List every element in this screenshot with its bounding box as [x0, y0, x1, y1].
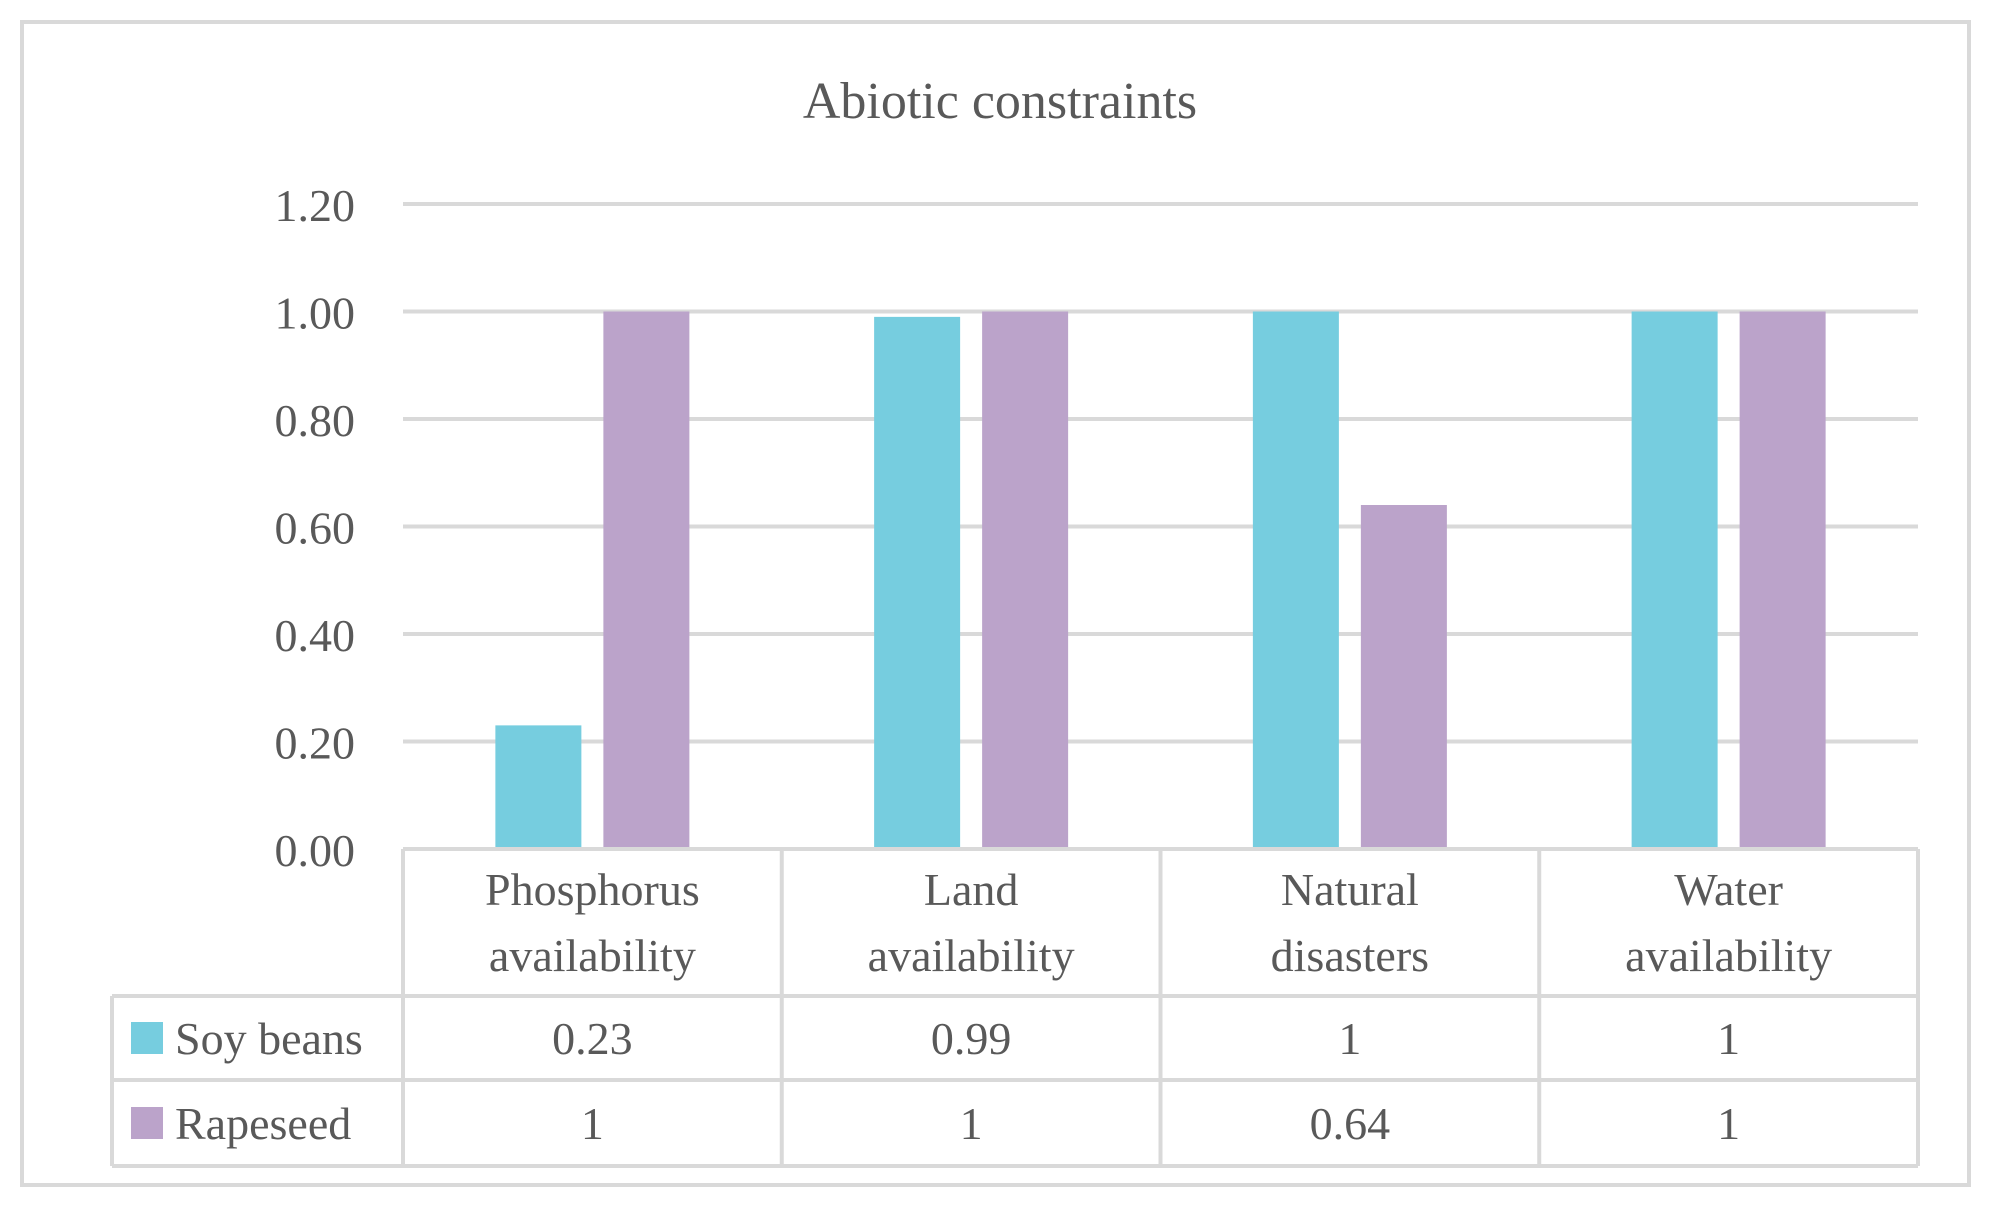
- chart-title: Abiotic constraints: [803, 73, 1197, 130]
- bar-rapeseed: [1739, 311, 1826, 849]
- category-label: availability: [1625, 930, 1832, 981]
- legend-key-rapeseed: [131, 1107, 163, 1139]
- y-tick-label: 0.00: [275, 825, 356, 876]
- bar-rapeseed: [603, 311, 690, 849]
- category-label: Natural: [1281, 864, 1419, 915]
- y-tick-label: 0.60: [275, 503, 356, 554]
- bar-soy-beans: [1252, 311, 1339, 849]
- category-label: Phosphorus: [485, 864, 700, 915]
- y-tick-label: 1.00: [275, 288, 356, 339]
- data-value-label: 1: [1717, 1013, 1740, 1064]
- category-label: Land: [924, 864, 1019, 915]
- bar-soy-beans: [495, 725, 582, 849]
- data-value-label: 1: [581, 1098, 604, 1149]
- category-label: availability: [489, 930, 696, 981]
- data-value-label: 0.23: [552, 1013, 633, 1064]
- bar-soy-beans: [1631, 311, 1718, 849]
- y-tick-label: 1.20: [275, 180, 356, 231]
- data-table: Phosphorus availability Land availability Na…: [110, 847, 1920, 1168]
- y-tick-label: 0.40: [275, 610, 356, 661]
- data-value-label: 0.99: [931, 1013, 1012, 1064]
- bar-rapeseed: [982, 311, 1069, 849]
- series-name: Rapeseed: [175, 1098, 351, 1149]
- data-value-label: 1: [1717, 1098, 1740, 1149]
- data-value-label: 0.64: [1310, 1098, 1391, 1149]
- data-value-label: 1: [960, 1098, 983, 1149]
- category-label: availability: [868, 930, 1075, 981]
- y-tick-label: 0.20: [275, 718, 356, 769]
- category-label: Water: [1674, 864, 1783, 915]
- series-name: Soy beans: [175, 1013, 363, 1064]
- data-value-label: 1: [1338, 1013, 1361, 1064]
- bars: [495, 311, 1826, 849]
- bar-soy-beans: [874, 316, 961, 849]
- legend-key-soy-beans: [131, 1022, 163, 1054]
- y-tick-label: 0.80: [275, 395, 356, 446]
- y-axis-ticks: 0.00 0.20 0.40 0.60 0.80 1.00 1.20: [275, 180, 356, 876]
- category-label: disasters: [1271, 930, 1429, 981]
- bar-rapeseed: [1360, 505, 1447, 849]
